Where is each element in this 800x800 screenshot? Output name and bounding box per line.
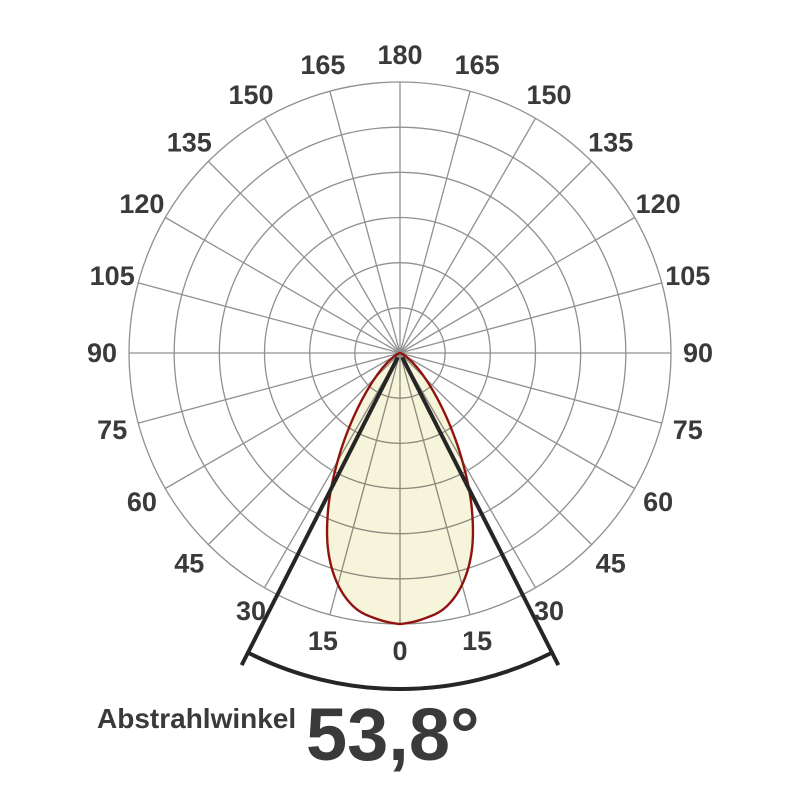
- angle-tick-label: 165: [300, 50, 345, 80]
- grid-ray: [164, 216, 401, 354]
- grid-ray: [207, 160, 401, 354]
- angle-tick-label: 15: [462, 626, 492, 656]
- angle-tick-label: 30: [236, 596, 266, 626]
- beam-angle-arc: [245, 650, 555, 691]
- grid-ray: [399, 352, 593, 546]
- angle-tick-label: 30: [534, 596, 564, 626]
- angle-tick-label: 180: [377, 40, 422, 70]
- angle-tick-label: 165: [455, 50, 500, 80]
- grid-ray: [399, 216, 636, 354]
- angle-tick-label: 45: [174, 549, 204, 579]
- grid-ray: [399, 91, 471, 354]
- angle-tick-label: 75: [673, 415, 703, 445]
- intensity-curve-fill: [327, 353, 473, 624]
- grid-ray: [164, 352, 401, 490]
- angle-tick-label: 120: [119, 189, 164, 219]
- beam-angle-line-right: [400, 356, 561, 667]
- angle-tick-label: 90: [683, 338, 713, 368]
- angle-tick-label: 135: [588, 127, 633, 157]
- grid-ray: [399, 352, 636, 490]
- angle-tick-label: 120: [636, 189, 681, 219]
- angle-tick-label: 75: [97, 415, 127, 445]
- angle-tick-label: 0: [392, 636, 407, 666]
- angle-tick-label: 150: [526, 80, 571, 110]
- angle-tick-label: 90: [87, 338, 117, 368]
- grid-ray: [399, 117, 537, 354]
- grid-ray: [399, 352, 662, 424]
- angle-tick-label: 135: [167, 127, 212, 157]
- angle-tick-label: 15: [308, 626, 338, 656]
- grid-ray: [207, 352, 401, 546]
- angle-tick-label: 45: [596, 549, 626, 579]
- grid-ray: [263, 117, 401, 354]
- grid-ray: [329, 91, 401, 354]
- angle-tick-label: 150: [228, 80, 273, 110]
- angle-tick-label: 60: [127, 487, 157, 517]
- angle-tick-label: 105: [665, 261, 710, 291]
- grid-ray: [138, 352, 401, 424]
- grid-ray: [399, 160, 593, 354]
- beam-angle-label: Abstrahlwinkel: [97, 703, 297, 734]
- angle-tick-label: 60: [643, 487, 673, 517]
- angle-tick-label: 105: [90, 261, 135, 291]
- grid-ray: [138, 282, 401, 354]
- beam-angle-value: 53,8°: [306, 693, 480, 776]
- beam-angle-line-left: [239, 356, 400, 667]
- intensity-curve: [325, 351, 475, 626]
- grid-ray: [399, 282, 662, 354]
